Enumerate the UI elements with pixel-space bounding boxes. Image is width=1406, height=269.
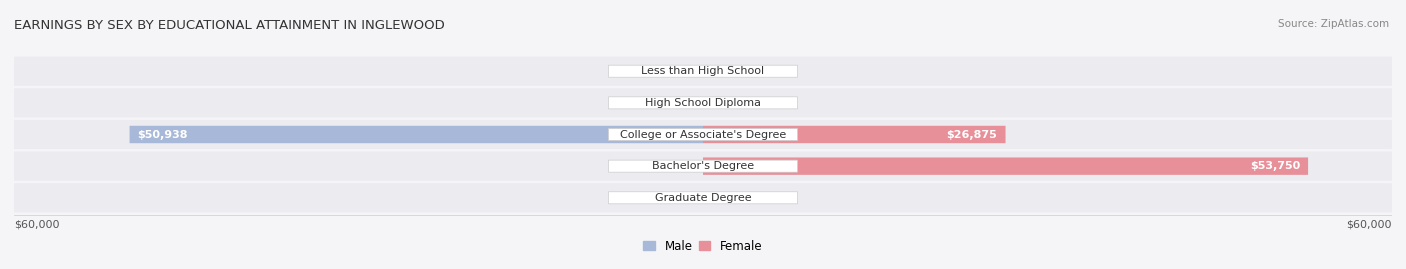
Text: $0: $0 <box>709 98 723 108</box>
FancyBboxPatch shape <box>703 126 1005 143</box>
FancyBboxPatch shape <box>609 129 797 140</box>
Text: $0: $0 <box>709 66 723 76</box>
FancyBboxPatch shape <box>14 152 1392 181</box>
Text: $0: $0 <box>683 66 697 76</box>
FancyBboxPatch shape <box>129 126 703 143</box>
FancyBboxPatch shape <box>609 97 797 109</box>
FancyBboxPatch shape <box>14 120 1392 149</box>
Text: $50,938: $50,938 <box>138 129 188 140</box>
Text: Graduate Degree: Graduate Degree <box>655 193 751 203</box>
Text: Bachelor's Degree: Bachelor's Degree <box>652 161 754 171</box>
Text: $26,875: $26,875 <box>946 129 997 140</box>
Text: $0: $0 <box>683 193 697 203</box>
FancyBboxPatch shape <box>609 160 797 172</box>
Text: Source: ZipAtlas.com: Source: ZipAtlas.com <box>1278 19 1389 29</box>
FancyBboxPatch shape <box>14 88 1392 117</box>
Legend: Male, Female: Male, Female <box>644 240 762 253</box>
Text: $60,000: $60,000 <box>14 219 59 229</box>
Text: High School Diploma: High School Diploma <box>645 98 761 108</box>
Text: Less than High School: Less than High School <box>641 66 765 76</box>
Text: $53,750: $53,750 <box>1250 161 1301 171</box>
Text: $60,000: $60,000 <box>1347 219 1392 229</box>
Text: EARNINGS BY SEX BY EDUCATIONAL ATTAINMENT IN INGLEWOOD: EARNINGS BY SEX BY EDUCATIONAL ATTAINMEN… <box>14 19 444 32</box>
FancyBboxPatch shape <box>703 157 1308 175</box>
FancyBboxPatch shape <box>609 65 797 77</box>
FancyBboxPatch shape <box>14 183 1392 212</box>
FancyBboxPatch shape <box>14 57 1392 86</box>
Text: College or Associate's Degree: College or Associate's Degree <box>620 129 786 140</box>
Text: $0: $0 <box>683 161 697 171</box>
FancyBboxPatch shape <box>609 192 797 204</box>
Text: $0: $0 <box>709 193 723 203</box>
Text: $0: $0 <box>683 98 697 108</box>
